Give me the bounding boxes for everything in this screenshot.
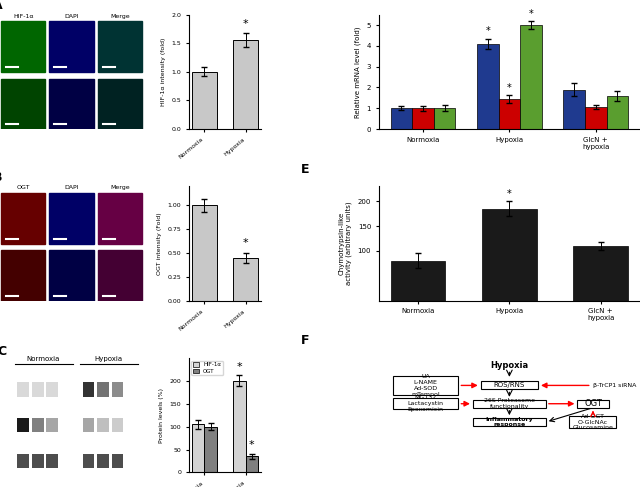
Bar [390, 261, 445, 300]
Text: A: A [0, 0, 3, 12]
Bar [192, 72, 217, 129]
Bar [585, 107, 607, 129]
Text: F: F [300, 334, 309, 347]
Bar [49, 193, 94, 244]
Bar [32, 418, 44, 432]
Bar [83, 382, 94, 396]
Y-axis label: Protein levels (%): Protein levels (%) [159, 388, 164, 443]
Text: *: * [507, 189, 512, 199]
Bar [49, 79, 94, 129]
Text: HIF-1α: HIF-1α [13, 14, 33, 19]
Y-axis label: OGT intensity (Fold): OGT intensity (Fold) [157, 212, 162, 275]
FancyBboxPatch shape [570, 416, 616, 428]
Bar [49, 21, 94, 72]
Bar [607, 96, 628, 129]
Y-axis label: Relative mRNA level (fold): Relative mRNA level (fold) [355, 26, 361, 117]
Text: B: B [0, 170, 3, 184]
Bar [233, 381, 246, 472]
Bar [98, 250, 142, 300]
Text: DAPI: DAPI [65, 14, 79, 19]
Text: *: * [249, 440, 255, 450]
Legend: HIF-1α, OGT: HIF-1α, OGT [191, 361, 223, 375]
Text: Inflammatory
response: Inflammatory response [486, 417, 533, 428]
Text: Hypoxia: Hypoxia [95, 356, 123, 362]
FancyBboxPatch shape [577, 400, 609, 408]
Bar [32, 382, 44, 396]
Bar [47, 418, 58, 432]
Text: MG132
Lactacystin
Epoxomicin: MG132 Lactacystin Epoxomicin [408, 395, 444, 412]
Bar [98, 79, 142, 129]
Bar [246, 456, 258, 472]
Bar [192, 206, 217, 300]
Text: DAPI: DAPI [65, 185, 79, 190]
Bar [83, 454, 94, 468]
Bar [477, 44, 499, 129]
Bar [233, 40, 258, 129]
Bar [482, 208, 537, 300]
Text: Ad-OGT
O-GlcNAc
Glucosamine: Ad-OGT O-GlcNAc Glucosamine [573, 414, 613, 431]
Bar [112, 418, 124, 432]
Bar [112, 454, 124, 468]
FancyBboxPatch shape [393, 376, 458, 394]
Text: 26S Proteasome
functionality: 26S Proteasome functionality [484, 398, 535, 409]
Text: OGT: OGT [584, 399, 602, 408]
Text: *: * [529, 9, 533, 19]
FancyBboxPatch shape [473, 418, 546, 426]
Bar [1, 250, 45, 300]
Bar [98, 21, 142, 72]
Bar [83, 418, 94, 432]
Text: UA
L-NAME
Ad-SOD
mTempol: UA L-NAME Ad-SOD mTempol [412, 374, 440, 396]
Text: *: * [243, 238, 248, 248]
Bar [204, 427, 217, 472]
Text: OGT: OGT [17, 185, 30, 190]
Y-axis label: HIF-1α intensity (fold): HIF-1α intensity (fold) [161, 37, 166, 106]
Bar [47, 454, 58, 468]
Bar [434, 108, 456, 129]
Bar [47, 382, 58, 396]
Text: *: * [485, 26, 490, 37]
Bar [32, 454, 44, 468]
Bar [17, 382, 29, 396]
Bar [112, 382, 124, 396]
Bar [17, 418, 29, 432]
Text: ROS/RNS: ROS/RNS [494, 382, 525, 389]
Bar [412, 108, 434, 129]
Bar [192, 424, 204, 472]
Bar [390, 108, 412, 129]
Y-axis label: Chymotrypsin-like
activity (arbitrary units): Chymotrypsin-like activity (arbitrary un… [339, 202, 352, 285]
Bar [1, 21, 45, 72]
Text: *: * [243, 19, 248, 29]
Text: C: C [0, 345, 7, 358]
Text: *: * [507, 83, 512, 93]
Bar [1, 79, 45, 129]
Bar [520, 25, 542, 129]
Bar [97, 454, 109, 468]
Text: Normoxia: Normoxia [27, 356, 60, 362]
FancyBboxPatch shape [473, 400, 546, 408]
Bar [573, 246, 628, 300]
Bar [1, 193, 45, 244]
Text: Merge: Merge [110, 14, 130, 19]
Bar [98, 193, 142, 244]
Text: Merge: Merge [110, 185, 130, 190]
Text: Hypoxia: Hypoxia [490, 361, 529, 371]
Text: β-TrCP1 siRNA: β-TrCP1 siRNA [593, 383, 636, 388]
Bar [499, 99, 520, 129]
Bar [97, 418, 109, 432]
Bar [97, 382, 109, 396]
Bar [49, 250, 94, 300]
Bar [17, 454, 29, 468]
Text: *: * [237, 362, 242, 372]
Text: E: E [300, 163, 309, 175]
FancyBboxPatch shape [393, 398, 458, 410]
FancyBboxPatch shape [481, 381, 538, 390]
Bar [563, 90, 585, 129]
Bar [233, 258, 258, 300]
